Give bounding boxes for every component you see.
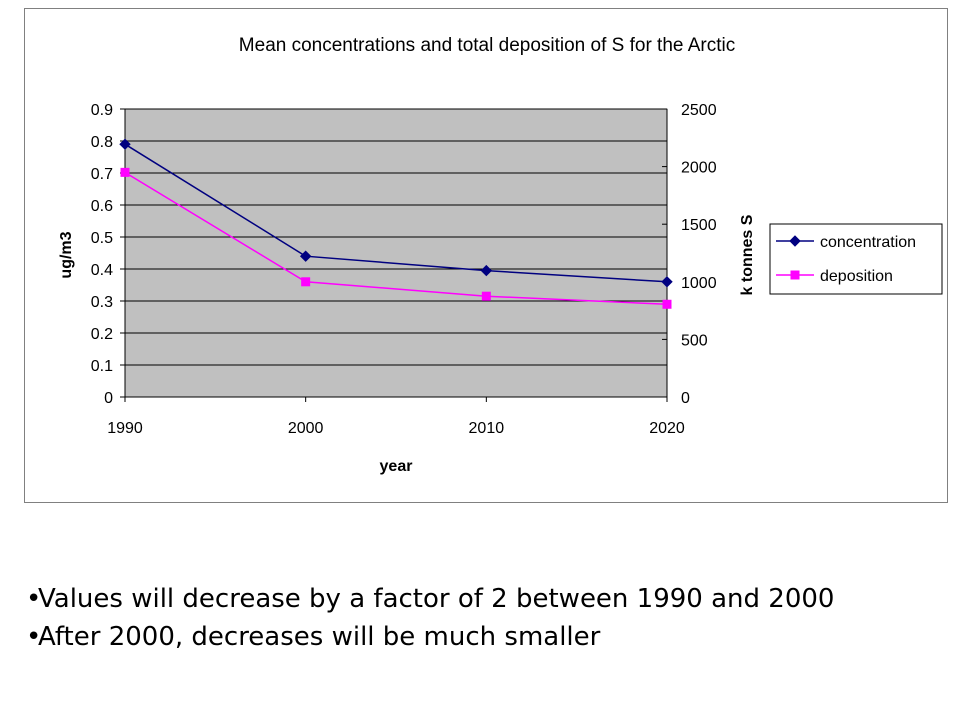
- data-point-concentration: [480, 264, 493, 277]
- left-tick-label: 0.2: [91, 326, 113, 343]
- x-tick-label: 2000: [288, 420, 324, 437]
- chart-title: Mean concentrations and total deposition…: [239, 35, 735, 56]
- legend-label: concentration: [820, 234, 916, 251]
- data-point-concentration: [299, 250, 312, 262]
- right-tick-label: 2500: [681, 102, 717, 119]
- left-tick-label: 0.4: [91, 262, 113, 279]
- bullet-symbol: •: [26, 584, 42, 614]
- legend-label: deposition: [820, 268, 893, 285]
- legend-box: [769, 223, 943, 295]
- data-point-deposition: [481, 291, 491, 301]
- chart-container: Mean concentrations and total deposition…: [24, 8, 948, 503]
- left-tick-label: 0.9: [91, 102, 113, 119]
- bullet-symbol: •: [26, 622, 42, 652]
- right-tick-label: 0: [681, 390, 690, 407]
- bullet-text: After 2000, decreases will be much small…: [38, 622, 601, 652]
- bullet-text: Values will decrease by a factor of 2 be…: [38, 584, 835, 614]
- data-point-concentration: [119, 138, 131, 150]
- x-tick-label: 2010: [469, 420, 505, 437]
- right-tick-label: 1500: [681, 217, 717, 234]
- left-tick-label: 0.6: [91, 198, 113, 215]
- right-tick-label: 2000: [681, 160, 717, 177]
- line-chart: Mean concentrations and total deposition…: [58, 35, 943, 475]
- series-line-deposition: [124, 171, 668, 306]
- left-tick-label: 0.1: [91, 358, 113, 375]
- x-tick-label: 2020: [649, 420, 685, 437]
- data-point-concentration: [661, 276, 673, 288]
- left-tick-label: 0.5: [91, 230, 113, 247]
- right-axis-label: k tonnes S: [739, 214, 756, 295]
- left-tick-label: 0.7: [91, 166, 113, 183]
- left-tick-label: 0.3: [91, 294, 113, 311]
- x-axis-label: year: [380, 458, 413, 475]
- data-point-deposition: [120, 167, 130, 177]
- right-tick-label: 1000: [681, 275, 717, 292]
- left-axis-label: ug/m3: [58, 231, 75, 278]
- legend-marker-concentration: [789, 235, 801, 247]
- left-tick-label: 0: [104, 390, 113, 407]
- left-tick-label: 0.8: [91, 134, 113, 151]
- bullet-list: •Values will decrease by a factor of 2 b…: [26, 580, 956, 656]
- series-line-concentration: [124, 143, 668, 283]
- data-point-deposition: [662, 299, 672, 309]
- bullet-item: •After 2000, decreases will be much smal…: [26, 618, 956, 656]
- right-tick-label: 500: [681, 332, 708, 349]
- x-tick-label: 1990: [107, 420, 143, 437]
- plot-area: [124, 108, 668, 398]
- bullet-item: •Values will decrease by a factor of 2 b…: [26, 580, 956, 618]
- data-point-deposition: [301, 277, 311, 287]
- legend-marker-deposition: [790, 270, 800, 280]
